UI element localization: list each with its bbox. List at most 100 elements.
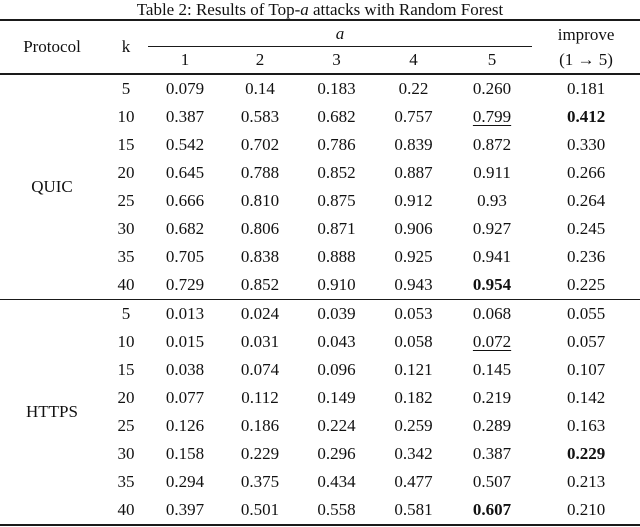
table-cell: 0.043	[317, 332, 356, 351]
table-cell: 0.810	[240, 191, 280, 210]
table-cell: 0.294	[165, 472, 205, 491]
table-cell: 0.079	[148, 73, 222, 103]
table-cell: 0.705	[165, 247, 205, 266]
table-cell: 0.229	[240, 444, 280, 463]
cell-k: 25	[117, 191, 135, 210]
protocol-label-quic: QUIC	[0, 73, 104, 300]
table-cell: 0.501	[240, 500, 280, 519]
table-row: 15 0.542 0.702 0.786 0.839 0.872 0.330	[0, 131, 640, 159]
table-cell: 0.024	[222, 299, 298, 328]
table-cell: 0.158	[165, 444, 205, 463]
table-row: 35 0.705 0.838 0.888 0.925 0.941 0.236	[0, 243, 640, 271]
table-cell: 0.581	[394, 500, 433, 519]
table-row: 20 0.077 0.112 0.149 0.182 0.219 0.142	[0, 384, 640, 412]
table-cell: 0.068	[452, 299, 533, 328]
table-row: 10 0.387 0.583 0.682 0.757 0.799 0.412	[0, 103, 640, 131]
col-header-a1: 1	[180, 50, 190, 69]
table-row: 20 0.645 0.788 0.852 0.887 0.911 0.266	[0, 159, 640, 187]
table-cell: 0.387	[165, 107, 205, 126]
table-cell: 0.912	[394, 191, 433, 210]
table-cell: 0.943	[394, 275, 433, 294]
table-row: 25 0.126 0.186 0.224 0.259 0.289 0.163	[0, 412, 640, 440]
table-cell: 0.186	[240, 416, 280, 435]
table-cell: 0.296	[317, 444, 356, 463]
table-cell: 0.806	[240, 219, 280, 238]
table-cell: 0.013	[148, 299, 222, 328]
table-cell: 0.225	[566, 275, 606, 294]
improve-label: improve	[557, 25, 615, 44]
col-group-header-a: a	[148, 20, 533, 47]
table-row: 30 0.158 0.229 0.296 0.342 0.387 0.229	[0, 440, 640, 468]
cell-k: 10	[117, 332, 135, 351]
table-cell-underlined: 0.799	[472, 107, 512, 126]
table-cell: 0.645	[165, 163, 205, 182]
protocol-label-https: HTTPS	[0, 299, 104, 525]
table-cell: 0.058	[394, 332, 433, 351]
col-header-improve: improve (1 → 5)	[532, 20, 640, 74]
col-header-a5: 5	[487, 50, 497, 69]
table-row: 35 0.294 0.375 0.434 0.477 0.507 0.213	[0, 468, 640, 496]
table-cell: 0.039	[298, 299, 375, 328]
table-cell-bold: 0.607	[472, 500, 512, 519]
cell-k: 20	[117, 388, 135, 407]
cell-k: 5	[104, 73, 148, 103]
header-row-1: Protocol k a improve (1 → 5)	[0, 20, 640, 69]
cell-k: 30	[117, 444, 135, 463]
table-cell: 0.074	[240, 360, 280, 379]
cell-k: 10	[117, 107, 135, 126]
cell-k: 30	[117, 219, 135, 238]
table-cell: 0.558	[317, 500, 356, 519]
table-cell: 0.941	[472, 247, 512, 266]
table-row: 30 0.682 0.806 0.871 0.906 0.927 0.245	[0, 215, 640, 243]
table-cell: 0.183	[298, 73, 375, 103]
table-cell: 0.077	[165, 388, 205, 407]
table-cell: 0.096	[317, 360, 356, 379]
caption-prefix: Table 2: Results of Top-	[136, 0, 301, 19]
table-cell: 0.788	[240, 163, 280, 182]
table-cell: 0.342	[394, 444, 433, 463]
table-cell-bold: 0.229	[566, 444, 606, 463]
table-row: 25 0.666 0.810 0.875 0.912 0.93 0.264	[0, 187, 640, 215]
table-cell: 0.038	[165, 360, 205, 379]
table-cell: 0.872	[472, 135, 512, 154]
table-cell: 0.015	[165, 332, 205, 351]
table-cell: 0.213	[566, 472, 606, 491]
table-cell: 0.259	[394, 416, 433, 435]
table-cell: 0.786	[317, 135, 356, 154]
cell-k: 35	[117, 472, 135, 491]
table-cell-underlined: 0.072	[472, 332, 512, 351]
table-cell: 0.887	[394, 163, 433, 182]
table-cell: 0.906	[394, 219, 433, 238]
table-cell: 0.107	[566, 360, 606, 379]
table-cell: 0.477	[394, 472, 433, 491]
table-cell: 0.182	[394, 388, 433, 407]
table-cell: 0.224	[317, 416, 356, 435]
table-cell: 0.14	[222, 73, 298, 103]
table-cell: 0.163	[566, 416, 606, 435]
table-cell: 0.888	[317, 247, 356, 266]
table-cell: 0.666	[165, 191, 205, 210]
caption-italic-a: a	[300, 0, 309, 19]
table-header: Protocol k a improve (1 → 5) 1 2 3 4 5	[0, 20, 640, 74]
table-cell: 0.245	[566, 219, 606, 238]
table-cell: 0.507	[472, 472, 512, 491]
table-cell: 0.682	[165, 219, 205, 238]
cell-k: 15	[117, 360, 135, 379]
table-cell: 0.057	[566, 332, 606, 351]
table-cell: 0.839	[394, 135, 433, 154]
header-row-2: 1 2 3 4 5	[0, 47, 640, 75]
table-cell: 0.871	[317, 219, 356, 238]
col-header-protocol: Protocol	[23, 37, 81, 56]
table-cell: 0.260	[452, 73, 533, 103]
table-cell: 0.434	[317, 472, 356, 491]
table-cell: 0.121	[394, 360, 433, 379]
cell-k: 15	[117, 135, 135, 154]
cell-k: 25	[117, 416, 135, 435]
table-cell: 0.910	[317, 275, 356, 294]
table-cell: 0.729	[165, 275, 205, 294]
table-cell: 0.702	[240, 135, 280, 154]
table-cell: 0.126	[165, 416, 205, 435]
cell-k: 40	[117, 275, 135, 294]
table-cell: 0.852	[317, 163, 356, 182]
